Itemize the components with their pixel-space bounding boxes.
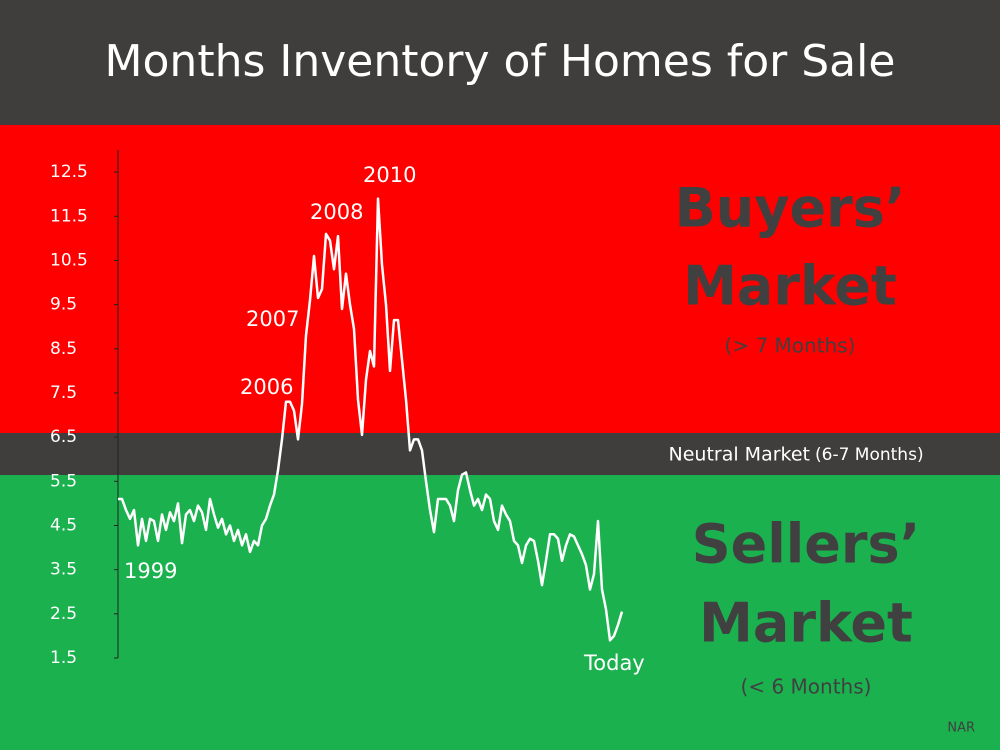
annotation: Today — [583, 651, 645, 675]
chart-title: Months Inventory of Homes for Sale — [105, 36, 896, 87]
y-tick-label: 7.5 — [50, 383, 77, 403]
zone-note: (> 7 Months) — [725, 334, 856, 358]
zone-note: (6-7 Months) — [815, 445, 924, 465]
y-tick-label: 9.5 — [50, 295, 77, 315]
annotation: 1999 — [124, 559, 177, 583]
y-tick-label: 3.5 — [50, 560, 77, 580]
source: NAR — [947, 721, 975, 736]
zone-label: Neutral Market — [669, 444, 810, 466]
buyers-band — [0, 125, 1000, 433]
y-tick-label: 1.5 — [50, 648, 77, 668]
y-tick-label: 4.5 — [50, 515, 77, 535]
y-tick-label: 12.5 — [50, 162, 88, 182]
y-tick-label: 6.5 — [50, 427, 77, 447]
y-tick-label: 10.5 — [50, 250, 88, 270]
annotation: 2006 — [240, 375, 293, 399]
y-tick-label: 8.5 — [50, 339, 77, 359]
annotation: 2008 — [310, 200, 363, 224]
zone-label: Sellers’ — [692, 513, 920, 576]
y-tick-label: 11.5 — [50, 206, 88, 226]
zone-note: (< 6 Months) — [741, 675, 872, 699]
y-tick-label: 5.5 — [50, 471, 77, 491]
data-line — [118, 197, 624, 642]
neutral-band — [0, 433, 1000, 475]
header-band — [0, 0, 1000, 125]
annotation: 2007 — [246, 307, 299, 331]
zone-label: Market — [699, 592, 913, 655]
annotation: 2010 — [363, 163, 416, 187]
zone-label: Market — [683, 255, 897, 318]
zone-label: Buyers’ — [675, 177, 906, 240]
y-tick-label: 2.5 — [50, 604, 77, 624]
